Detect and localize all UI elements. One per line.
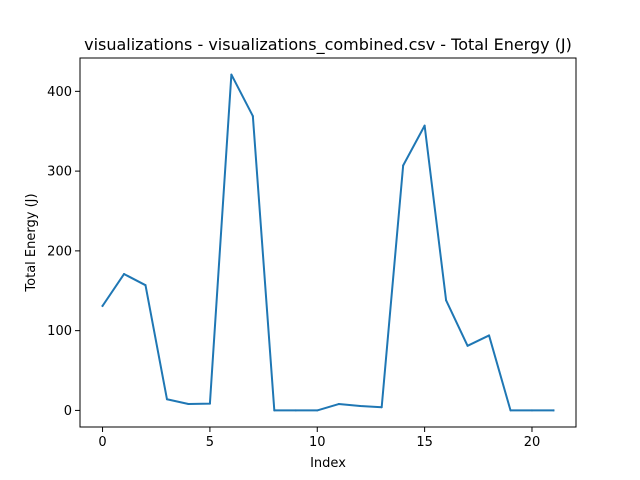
plot-area: 0 5 10 15 20 0 100 200 300 400 (47, 57, 577, 450)
plot-frame (79, 57, 577, 428)
data-point (337, 403, 340, 406)
data-point (530, 409, 533, 412)
x-tick-label: 5 (206, 435, 214, 450)
data-point (144, 284, 147, 287)
data-point (509, 409, 512, 412)
data-point (316, 409, 319, 412)
data-point (123, 273, 126, 276)
x-tick-label: 15 (416, 435, 433, 450)
x-tick-label: 10 (309, 435, 326, 450)
y-tick-label: 400 (47, 85, 72, 100)
data-point (445, 299, 448, 302)
data-point (488, 334, 491, 337)
y-tick-label: 200 (47, 244, 72, 259)
data-point (552, 409, 555, 412)
chart-title: visualizations - visualizations_combined… (84, 35, 572, 55)
y-tick-label: 300 (47, 165, 72, 180)
x-axis-title: Index (310, 456, 346, 471)
data-point (466, 344, 469, 347)
series-layer (101, 73, 555, 412)
data-point (101, 304, 104, 307)
data-point (423, 124, 426, 127)
data-point (273, 409, 276, 412)
y-tick-label: 0 (64, 404, 72, 419)
data-point (187, 403, 190, 406)
data-point (230, 73, 233, 76)
y-tick-label: 100 (47, 324, 72, 339)
data-point (165, 398, 168, 401)
data-point (208, 402, 211, 405)
y-axis-title: Total Energy (J) (24, 193, 39, 292)
x-tick-label: 0 (98, 435, 106, 450)
data-point (402, 164, 405, 167)
data-point (294, 409, 297, 412)
series-line (101, 73, 555, 412)
data-point (359, 405, 362, 408)
data-point (380, 406, 383, 409)
data-point (251, 115, 254, 118)
x-axis: 0 5 10 15 20 (98, 427, 540, 450)
x-tick-label: 20 (524, 435, 541, 450)
y-axis: 0 100 200 300 400 (47, 85, 80, 419)
